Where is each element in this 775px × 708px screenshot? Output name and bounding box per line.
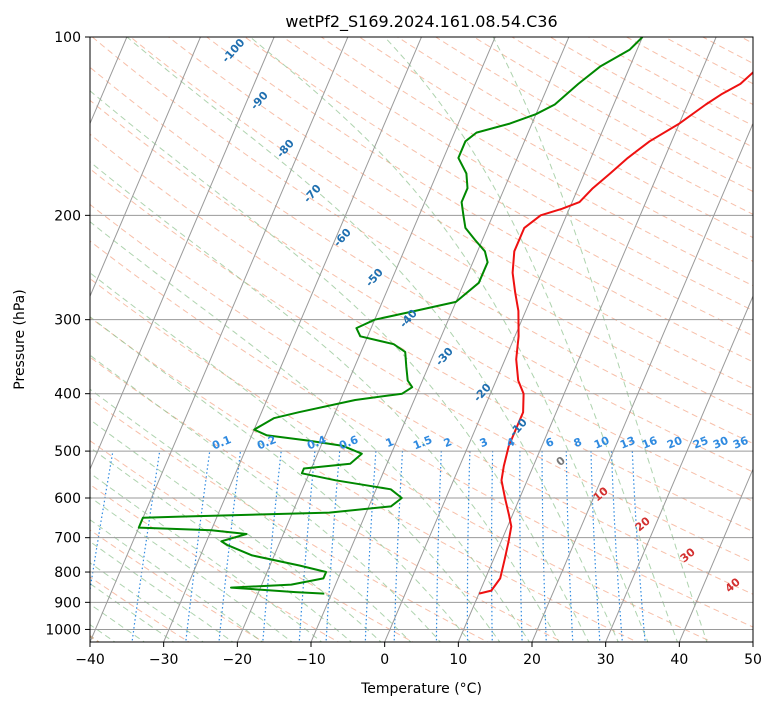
moist-adiabat-line: [126, 37, 619, 642]
moist-adiabat-line: [90, 472, 323, 642]
dry-adiabat-line: [90, 66, 753, 473]
mixing-ratio-label: 2: [442, 435, 454, 450]
dry-adiabat-line: [90, 278, 713, 642]
dry-adiabat-line: [244, 37, 753, 337]
mixing-ratio-line: [466, 451, 471, 642]
isotherm-line: [236, 37, 496, 642]
y-tick-label: 200: [54, 208, 81, 224]
moist-adiabat-line: [90, 161, 560, 642]
moist-adiabat-line: [90, 446, 353, 642]
isotherm-line: [384, 37, 644, 642]
mixing-ratio-line: [393, 451, 404, 642]
mixing-ratio-line: [590, 451, 601, 642]
dry-adiabat-line: [90, 529, 265, 642]
temperature-profile-line: [478, 71, 753, 595]
isotherm-line: [457, 37, 717, 642]
x-tick-label: 30: [597, 652, 615, 668]
isotherm-line: [90, 37, 275, 471]
dry-adiabat-line: [90, 440, 415, 642]
mixing-ratio-label: 16: [640, 434, 659, 452]
isotherm-line: [163, 37, 423, 642]
x-tick-label: −10: [296, 652, 326, 668]
x-tick-label: 0: [380, 652, 389, 668]
mixing-ratio-label: 25: [691, 434, 710, 452]
isotherm-line: [605, 294, 753, 642]
dry-adiabat-line: [129, 37, 753, 417]
dry-adiabat-line: [90, 240, 753, 628]
chart-title: wetPf2_S169.2024.161.08.54.C36: [285, 12, 557, 32]
y-tick-label: 400: [54, 387, 81, 403]
mixing-ratio-line: [364, 451, 377, 642]
dry-adiabat-line: [90, 397, 489, 642]
y-tick-label: 1000: [45, 622, 81, 638]
mixing-ratio-line: [519, 451, 523, 642]
dry-adiabat-line: [90, 316, 639, 642]
x-tick-label: 20: [523, 652, 541, 668]
mixing-ratio-label: 30: [711, 434, 730, 452]
mixing-ratio-line: [298, 451, 316, 642]
dry-adiabat-line: [90, 203, 753, 595]
dry-adiabat-line: [91, 37, 753, 445]
isotherm-line: [90, 37, 349, 642]
dry-adiabat-line: [167, 37, 753, 389]
y-tick-label: 800: [54, 565, 81, 581]
x-tick-label: 10: [449, 652, 467, 668]
mixing-ratio-label: 13: [618, 434, 637, 452]
mixing-ratio-line: [610, 451, 623, 642]
moist-adiabat-line: [90, 354, 442, 642]
dry-adiabat-line: [90, 133, 753, 533]
y-tick-label: 700: [54, 531, 81, 547]
plot-frame: [89, 36, 754, 643]
x-tick-label: −40: [75, 652, 105, 668]
mixing-ratio-line: [565, 451, 574, 642]
mixing-ratio-label: 1: [384, 435, 396, 450]
y-tick-label: 600: [54, 491, 81, 507]
axis-layer: −40 −30 −20 −10 0 10 20 30 40 50 100 200 300 400 500 60…: [45, 30, 762, 668]
mixing-ratio-label: 20: [665, 434, 684, 452]
plot-clip-layer: [90, 37, 753, 642]
mixing-ratio-line: [185, 451, 211, 642]
mixing-ratio-label: 3: [478, 435, 490, 450]
isotherm-line: [531, 122, 753, 642]
mixing-ratio-label: 8: [572, 435, 584, 450]
y-tick-label: 900: [54, 595, 81, 611]
x-tick-label: 40: [670, 652, 688, 668]
mixing-ratio-line: [631, 451, 646, 642]
y-tick-label: 300: [54, 313, 81, 329]
y-tick-label: 500: [54, 444, 81, 460]
dry-adiabat-line: [205, 37, 753, 363]
dewpoint-profile-line: [137, 37, 644, 595]
dry-adiabat-line: [90, 99, 753, 502]
y-tick-label: 100: [54, 30, 81, 46]
mixing-ratio-line: [435, 451, 442, 642]
x-tick-label: −20: [223, 652, 253, 668]
dry-adiabat-line: [90, 168, 753, 564]
isotherm-line: [678, 467, 753, 642]
moist-adiabat-line: [90, 90, 590, 642]
isotherm-line: [310, 37, 570, 642]
mixing-ratio-line: [490, 451, 494, 642]
mixing-ratio-line: [262, 451, 282, 642]
x-tick-label: −30: [149, 652, 179, 668]
x-tick-label: 50: [744, 652, 762, 668]
annotation-layer: -100-90-80-70-60-50-40-30-20-10010203040…: [210, 36, 750, 595]
mixing-ratio-line: [325, 451, 341, 642]
dry-adiabat-line: [90, 356, 564, 642]
mixing-ratio-label: 10: [592, 434, 611, 452]
isotherm-line: [90, 37, 202, 298]
x-axis-label: Temperature (°C): [360, 681, 482, 697]
mixing-ratio-line: [131, 451, 161, 642]
mixing-ratio-label: 36: [731, 434, 750, 452]
y-axis-label: Pressure (hPa): [12, 289, 28, 389]
mixing-ratio-line: [218, 451, 242, 642]
